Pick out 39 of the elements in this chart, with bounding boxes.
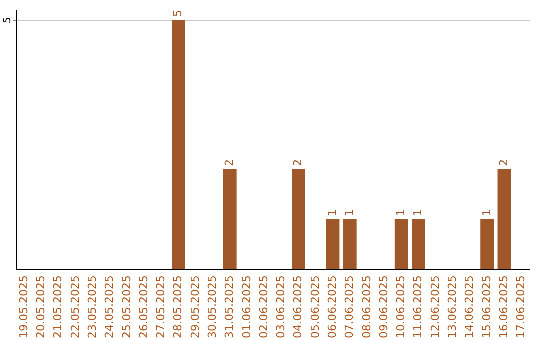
x-tick-label: 04.06.2025 [292,276,305,338]
x-tick-label: 26.05.2025 [137,276,150,338]
x-tick-label: 14.06.2025 [463,276,476,338]
x-tick-label: 27.05.2025 [154,276,168,338]
x-tick-label: 08.06.2025 [360,276,374,338]
x-tick-label: 07.06.2025 [343,276,356,338]
x-tick-label: 10.06.2025 [394,276,408,338]
x-tick-label: 12.06.2025 [428,276,442,338]
data-label: 2 [223,159,236,166]
x-tick-label: 16.06.2025 [497,276,510,338]
x-tick-label: 29.05.2025 [188,276,202,338]
data-label: 5 [172,10,185,17]
x-tick-label: 02.06.2025 [257,276,270,338]
x-tick-label: 31.05.2025 [223,276,236,338]
data-label: 2 [497,159,510,166]
x-tick-label: 05.06.2025 [308,276,322,338]
x-tick-label: 30.05.2025 [206,276,219,338]
data-label: 1 [394,209,408,216]
x-tick-label: 20.05.2025 [34,276,48,338]
x-tick-label: 24.05.2025 [103,276,116,338]
x-tick-label: 25.05.2025 [120,276,134,338]
x-tick-label: 19.05.2025 [17,276,30,338]
x-tick-label: 03.06.2025 [274,276,288,338]
x-tick-label: 21.05.2025 [52,276,65,338]
data-label: 1 [326,209,340,216]
x-tick-label: 09.06.2025 [377,276,390,338]
x-tick-label: 22.05.2025 [68,276,82,338]
x-tick-label: 17.06.2025 [514,276,528,338]
data-label: 1 [480,209,494,216]
x-tick-label: 23.05.2025 [86,276,99,338]
data-label: 2 [292,159,305,166]
data-label: 1 [343,209,356,216]
x-tick-label: 06.06.2025 [326,276,340,338]
x-tick-label: 28.05.2025 [172,276,185,338]
x-tick-label: 15.06.2025 [480,276,494,338]
x-tick-label: 01.06.2025 [240,276,254,338]
x-tick-label: 13.06.2025 [446,276,460,338]
data-label: 1 [412,209,425,216]
x-tick-label: 11.06.2025 [412,276,425,338]
